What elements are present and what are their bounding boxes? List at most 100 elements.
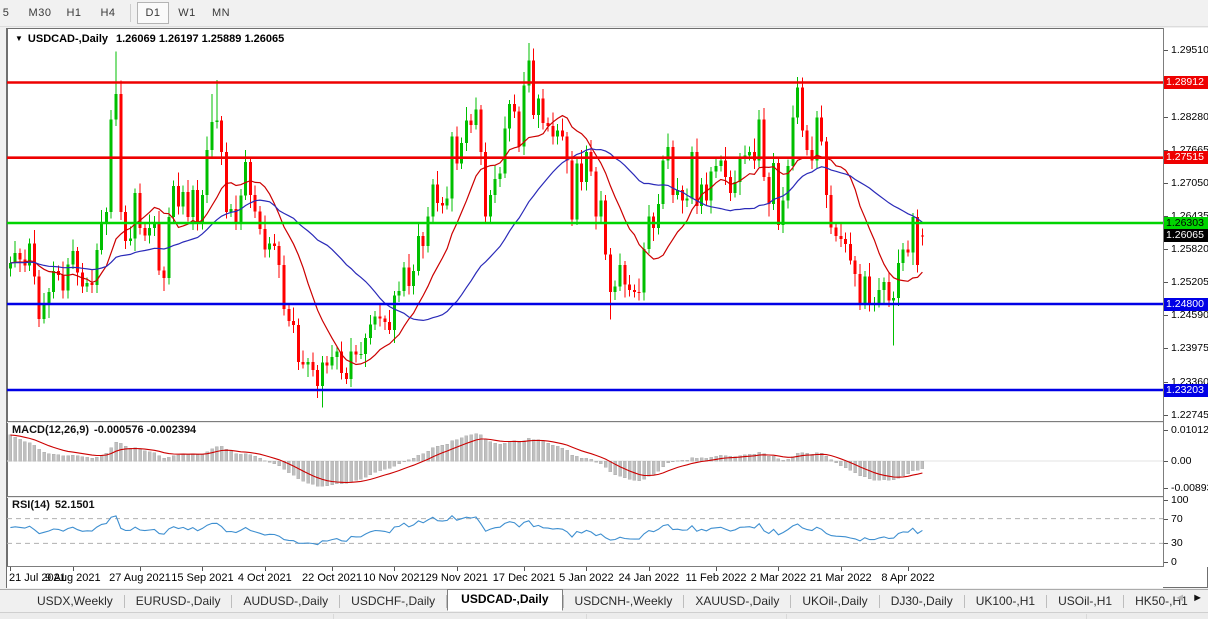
timeframe-button-w1[interactable]: W1 [178,7,196,19]
tab-scroll-right-icon[interactable]: ► [1192,592,1203,604]
panel-separator [7,566,1163,567]
timeframe-button-h1[interactable]: H1 [66,7,82,19]
rsi-scale-tick [1164,562,1168,563]
time-tick [586,567,588,571]
date-label: 21 Jul 2021 [9,572,66,584]
time-axis[interactable]: 21 Jul 2021 9 Aug 2021 27 Aug 2021 15 Sep 2… [7,567,1163,588]
tab-scroll-arrows: ◄ ► [1174,592,1203,604]
price-label: 1.29510 [1171,44,1208,57]
rsi-scale-label: 0 [1171,556,1177,567]
main-price-chart[interactable] [7,28,1163,421]
chart-tab-usdcnh-weekly[interactable]: USDCNH-,Weekly [574,593,673,608]
price-label: 1.25205 [1171,276,1208,289]
macd-name: MACD(12,26,9) [12,424,90,436]
price-label: 1.22745 [1171,408,1208,421]
rsi-scale-label: 100 [1171,494,1189,506]
time-tick [716,567,717,571]
chart-tab-xauusd-daily[interactable]: XAUUSD-,Daily [695,593,780,608]
date-label: 5 Jan 2022 [559,572,614,584]
status-divider [786,614,787,619]
axis-border [1163,28,1164,567]
panel-separator[interactable] [7,421,1163,422]
tab-scroll-left-icon[interactable]: ◄ [1174,592,1186,604]
status-strip [0,612,1208,619]
current-price-label: 1.26065 [1164,229,1208,243]
price-tick [1164,282,1168,284]
time-tick [908,567,909,571]
price-label: 1.24590 [1171,309,1208,322]
tab-separator [1046,594,1048,608]
tab-separator [339,594,341,608]
timeframe-button-d1[interactable]: D1 [137,2,169,24]
tab-separator [963,594,965,608]
date-label: 4 Oct 2021 [237,572,292,584]
rsi-name: RSI(14) [12,499,50,511]
chart-tab-uk100-h1[interactable]: UK100-,H1 [975,593,1036,608]
hline-price-label-1.27515[interactable]: 1.27515 [1164,151,1208,165]
chart-tab-usdchf-daily[interactable]: USDCHF-,Daily [351,593,436,608]
time-tick [394,567,396,571]
hline-price-label-1.26303[interactable]: 1.26303 [1164,216,1208,230]
hline-price-label-1.23203[interactable]: 1.23203 [1164,383,1208,397]
macd-scale-tick [1164,488,1168,490]
price-tick [1164,381,1168,383]
status-divider [1086,614,1087,619]
panel-separator-highlight [7,497,1163,498]
chart-tab-usoil-h1[interactable]: USOil-,H1 [1058,593,1113,608]
chart-window [6,28,1208,588]
macd-scale-label: -0.008937 [1171,482,1208,495]
chart-tab-bar: USDX,Weekly EURUSD-,Daily AUDUSD-,Daily USD… [0,589,1208,612]
timeframe-button-h4[interactable]: H4 [100,7,116,19]
timeframe-button-5[interactable]: 5 [2,7,10,19]
rsi-scale-tick [1164,518,1168,520]
rsi-scale-label: 70 [1171,512,1183,525]
date-label: 15 Sep 2021 [171,572,234,584]
date-label: 10 Nov 2021 [363,572,426,584]
panel-separator[interactable] [7,496,1163,497]
chart-tab-hk50-h1[interactable]: HK50-,H1 [1135,593,1188,608]
timeframe-button-mn[interactable]: MN [211,7,231,19]
rsi-scale-tick [1164,500,1168,501]
hline-price-label-1.28912[interactable]: 1.28912 [1164,76,1208,89]
chart-tab-usdcad-daily[interactable]: USDCAD-,Daily [447,589,563,611]
tab-separator [878,594,880,608]
rsi-value: 52.1501 [54,499,95,511]
tab-separator [123,594,125,608]
macd-scale-tick [1164,430,1168,431]
tab-separator [790,594,792,608]
tab-separator [562,594,564,608]
candles-layer [8,43,924,408]
price-tick [1164,348,1168,350]
timeframe-button-m30[interactable]: M30 [28,7,52,19]
chart-tab-ukoil-daily[interactable]: UKOil-,Daily [802,593,868,608]
price-tick [1164,249,1168,250]
time-tick [10,567,12,571]
price-axis[interactable]: 1.295101.288951.282801.276651.270501.264… [1164,28,1208,567]
time-tick [264,567,266,571]
chart-tab-audusd-daily[interactable]: AUDUSD-,Daily [243,593,329,608]
hline-price-label-1.24800[interactable]: 1.24800 [1164,297,1208,311]
rsi-line [10,514,923,546]
date-label: 17 Dec 2021 [492,572,556,584]
chart-tab-dj30-daily[interactable]: DJ30-,Daily [890,593,953,608]
symbol-dropdown-icon[interactable]: ▼ [15,34,23,43]
macd-values: -0.000576 -0.002394 [94,424,197,436]
chart-tab-usdx-weekly[interactable]: USDX,Weekly [37,593,113,608]
rsi-panel[interactable] [7,498,1163,566]
chart-tab-eurusd-daily[interactable]: EURUSD-,Daily [135,593,221,608]
date-label: 22 Oct 2021 [302,572,362,584]
time-tick [524,567,525,571]
time-tick [72,567,74,571]
time-tick [202,567,204,571]
date-label: 11 Feb 2022 [685,572,747,584]
macd-signal-line [10,434,923,484]
price-tick [1164,149,1168,151]
price-label: 1.28280 [1171,110,1208,123]
price-label: 1.23975 [1171,342,1208,355]
time-tick [140,567,141,571]
tab-separator [446,594,448,608]
macd-panel[interactable] [7,423,1163,496]
status-divider [586,614,587,619]
date-label: 24 Jan 2022 [618,572,680,584]
macd-scale-tick [1164,461,1168,462]
